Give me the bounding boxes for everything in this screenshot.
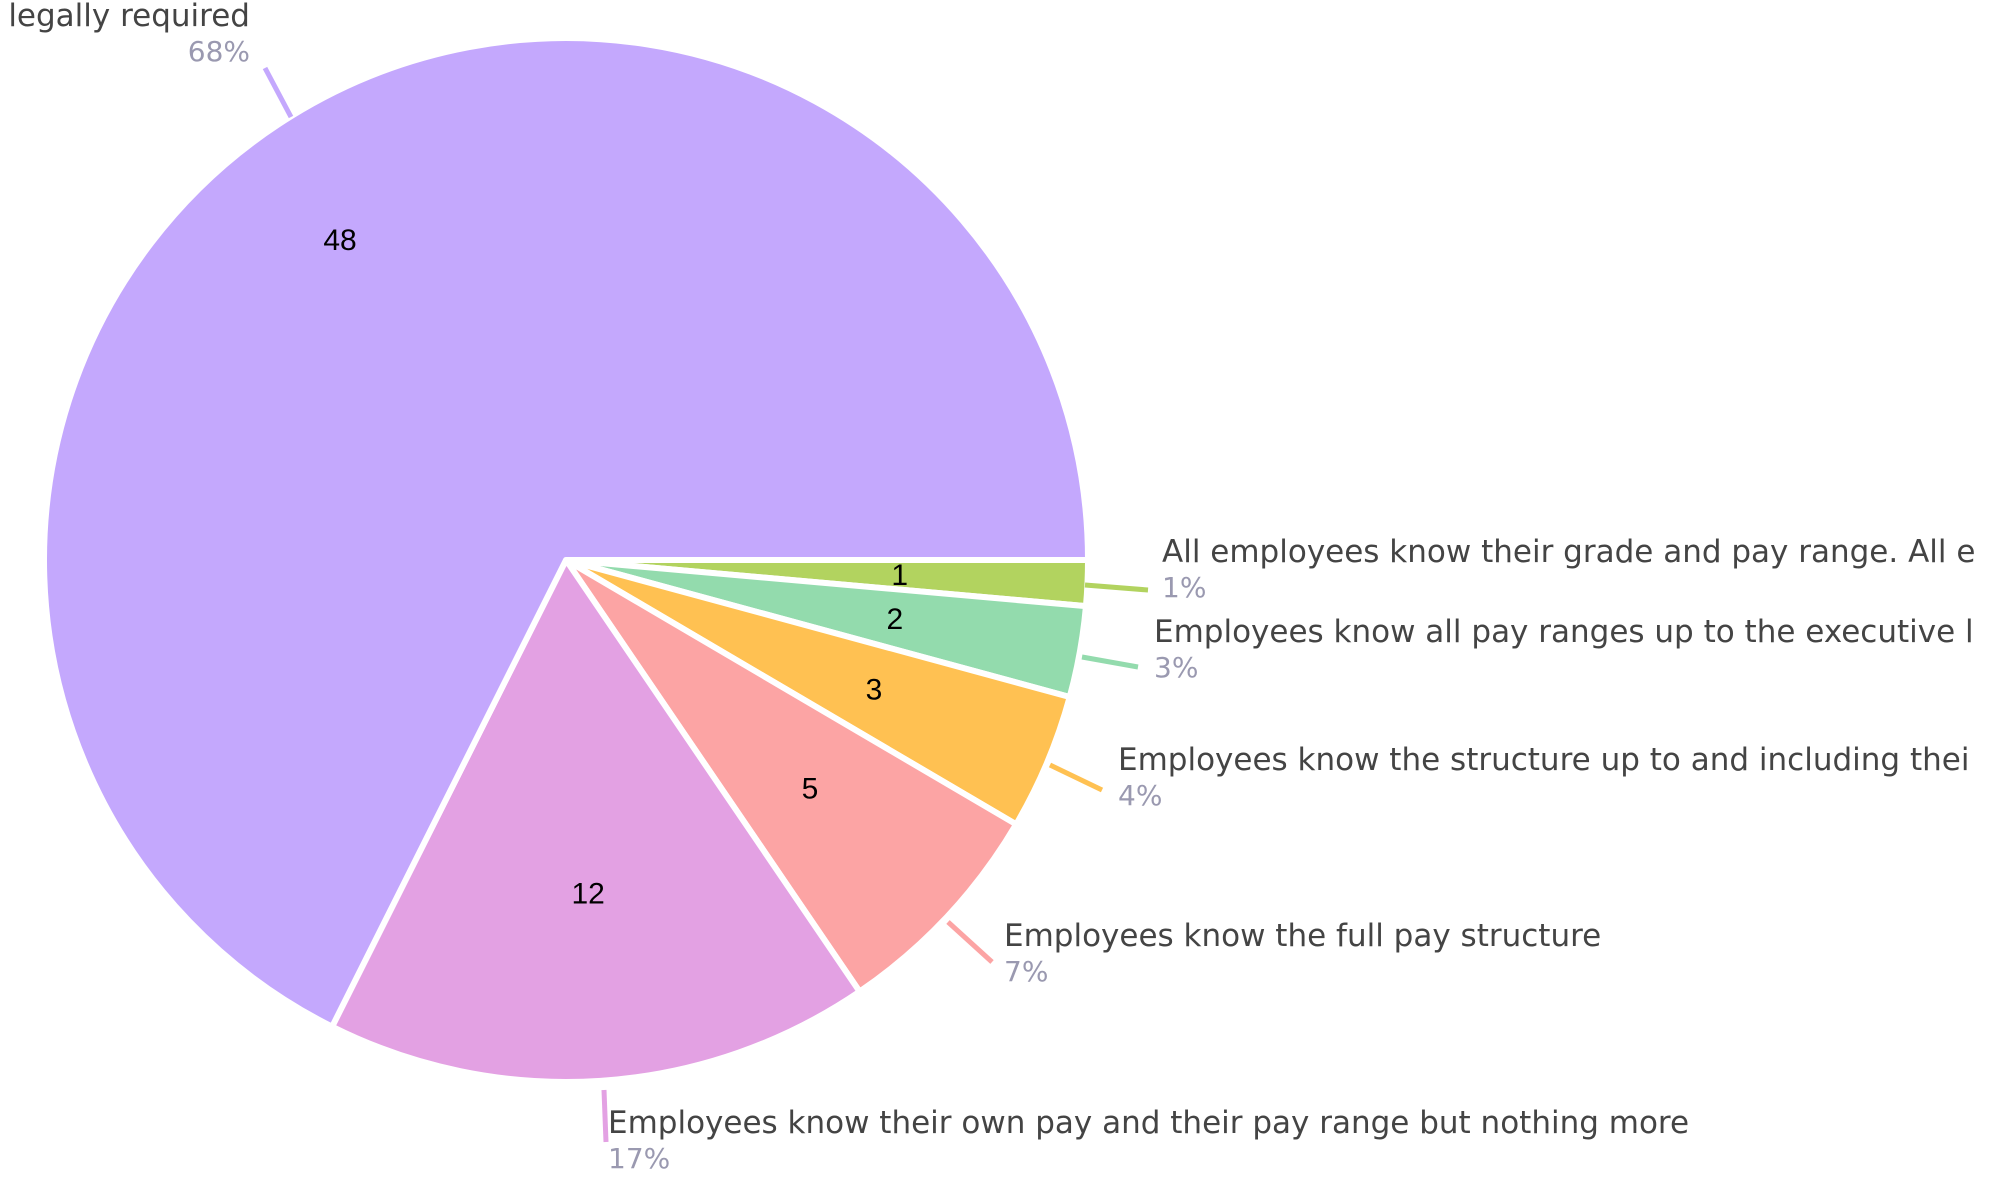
slice-value-label: 48 [323,224,356,257]
leader-line [262,66,294,119]
slice-value-label: 2 [887,603,904,636]
pie-slice-employees-know-their-own-pay-and-their-p [329,557,863,1085]
slice-category-labels: All employees know their grade and pay r… [8,0,1975,1175]
leader-lines [262,66,1149,1143]
slice-value-label: 3 [866,674,883,707]
leader-line [601,1089,609,1143]
slice-category-label: Employees know all pay ranges up to the … [1154,614,1974,650]
slice-category-label: Employees know the full pay structure [1004,918,1601,954]
slice-percent-label: 4% [1118,779,1162,812]
leader-line [946,920,994,964]
slice-value-label: 5 [802,772,819,805]
slice-percent-label: 7% [1004,955,1048,988]
leader-line [1081,654,1139,670]
slice-category-label: legally required [8,0,250,34]
slice-value-label: 1 [891,559,908,592]
slice-percent-label: 3% [1154,651,1198,684]
slice-category-label: All employees know their grade and pay r… [1162,534,1975,570]
leader-line [1048,762,1104,793]
leader-line [1084,582,1149,593]
pie-slice-employees-know-the-full-pay-structure [563,557,1020,995]
slice-percent-label: 1% [1162,571,1206,604]
pie-slices [41,35,1092,1085]
slice-category-label: Employees know the structure up to and i… [1118,742,1969,778]
slice-category-label: Employees know their own pay and their p… [608,1105,1689,1141]
slice-value-label: 12 [571,877,604,910]
slice-percent-label: 17% [608,1142,670,1175]
slice-percent-label: 68% [188,35,250,68]
